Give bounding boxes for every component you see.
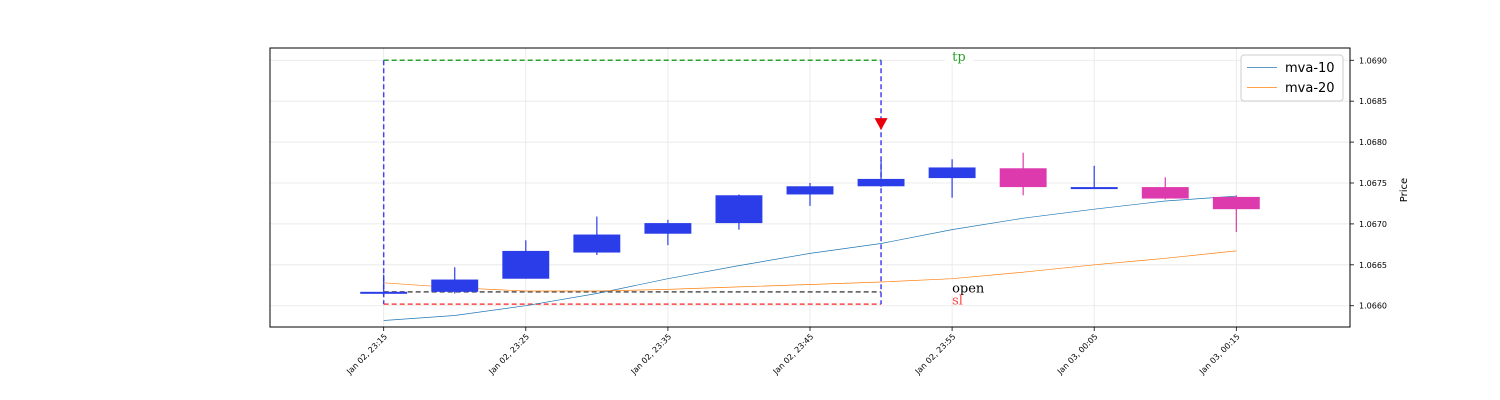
candle-body: [1141, 187, 1189, 199]
x-tick-label: Jan 02, 23:45: [771, 332, 816, 377]
legend-label-mva-10: mva-10: [1285, 61, 1335, 76]
candle-body: [431, 279, 479, 292]
x-axis: Jan 02, 23:15 Jan 02, 23:25 Jan 02, 23:35 J…: [344, 327, 1242, 377]
legend-label-mva-20: mva-20: [1285, 81, 1335, 96]
y-tick-label: 1.0660: [1359, 302, 1387, 311]
candle-body: [715, 195, 763, 224]
series-line-mva-10: [383, 195, 1237, 321]
candles-layer: [360, 152, 1260, 296]
candle-body: [502, 250, 550, 279]
candle-body: [1212, 196, 1260, 210]
open-label: open: [952, 281, 985, 296]
tp-label: tp: [952, 50, 966, 65]
y-axis: 1.0660 1.0665 1.0670 1.0675 1.0680 1.0685 1.06…: [1350, 56, 1387, 311]
x-tick-label: Jan 03, 00:15: [1197, 332, 1242, 377]
moving-average-layer: [383, 195, 1237, 321]
candle-body: [999, 168, 1047, 188]
x-tick-label: Jan 02, 23:15: [344, 332, 389, 377]
series-line-mva-20: [383, 250, 1237, 292]
x-tick-label: Jan 02, 23:35: [629, 332, 674, 377]
y-tick-label: 1.0690: [1359, 56, 1387, 65]
tp-label-bg: [945, 47, 974, 65]
trade-box-layer: [382, 59, 882, 305]
candle-body: [644, 223, 692, 234]
candle-body: [573, 234, 621, 253]
x-tick-label: Jan 03, 00:05: [1055, 332, 1100, 377]
y-tick-label: 1.0675: [1359, 179, 1387, 188]
y-tick-label: 1.0680: [1359, 138, 1387, 147]
candle-body: [1070, 187, 1118, 190]
open-label-bg: [949, 280, 990, 296]
y-axis-label: Price: [1399, 178, 1410, 202]
candle-body: [928, 167, 976, 179]
legend-frame: [1240, 54, 1344, 102]
candle-body: [857, 178, 905, 187]
y-tick-label: 1.0665: [1359, 261, 1387, 270]
sl-label: sl: [952, 294, 963, 309]
x-tick-label: Jan 02, 23:25: [487, 332, 532, 377]
x-tick-label: Jan 02, 23:55: [913, 332, 958, 377]
y-tick-label: 1.0685: [1359, 97, 1387, 106]
y-tick-label: 1.0670: [1359, 220, 1387, 229]
candle-body: [360, 291, 408, 294]
legend: mva-10 mva-20: [1240, 54, 1344, 102]
candle-body: [786, 186, 834, 195]
exit-marker-icon: [874, 118, 888, 131]
